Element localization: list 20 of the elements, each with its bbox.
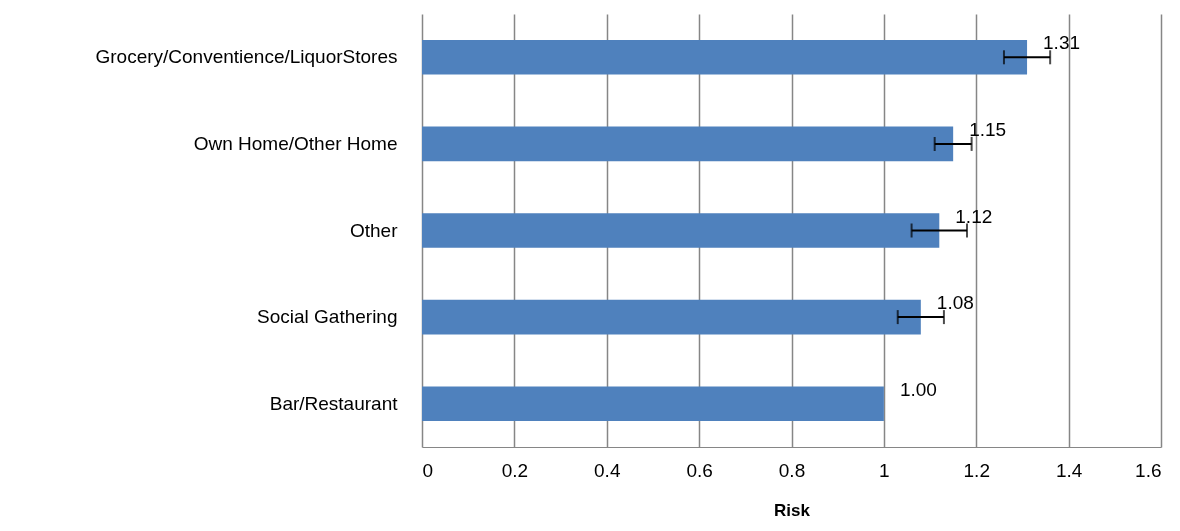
data-label: 1.15 bbox=[969, 118, 1007, 140]
x-tick-label: 1.2 bbox=[963, 459, 990, 481]
x-tick-label: 0.4 bbox=[594, 459, 621, 481]
data-label: 1.00 bbox=[899, 378, 937, 400]
x-axis-title: Risk bbox=[774, 500, 811, 520]
x-tick-label: 0.6 bbox=[686, 459, 713, 481]
x-tick-label: 1 bbox=[879, 459, 890, 481]
x-tick-label: 1.6 bbox=[1135, 459, 1162, 481]
y-tick-label: Own Home/Other Home bbox=[193, 132, 398, 154]
y-tick-label: Grocery/Conventience/LiquorStores bbox=[95, 46, 398, 68]
data-label: 1.08 bbox=[936, 292, 974, 314]
y-tick-label: Other bbox=[349, 219, 399, 241]
y-tick-label: Bar/Restaurant bbox=[269, 392, 399, 414]
x-tick-label: 0.8 bbox=[778, 459, 806, 481]
x-tick-label: 1.4 bbox=[1055, 459, 1083, 481]
data-label: 1.31 bbox=[1043, 32, 1081, 54]
y-tick-label: Social Gathering bbox=[257, 306, 398, 328]
x-tick-label: 0 bbox=[422, 459, 434, 481]
data-label: 1.12 bbox=[955, 205, 993, 227]
x-tick-label: 0.2 bbox=[501, 459, 529, 481]
